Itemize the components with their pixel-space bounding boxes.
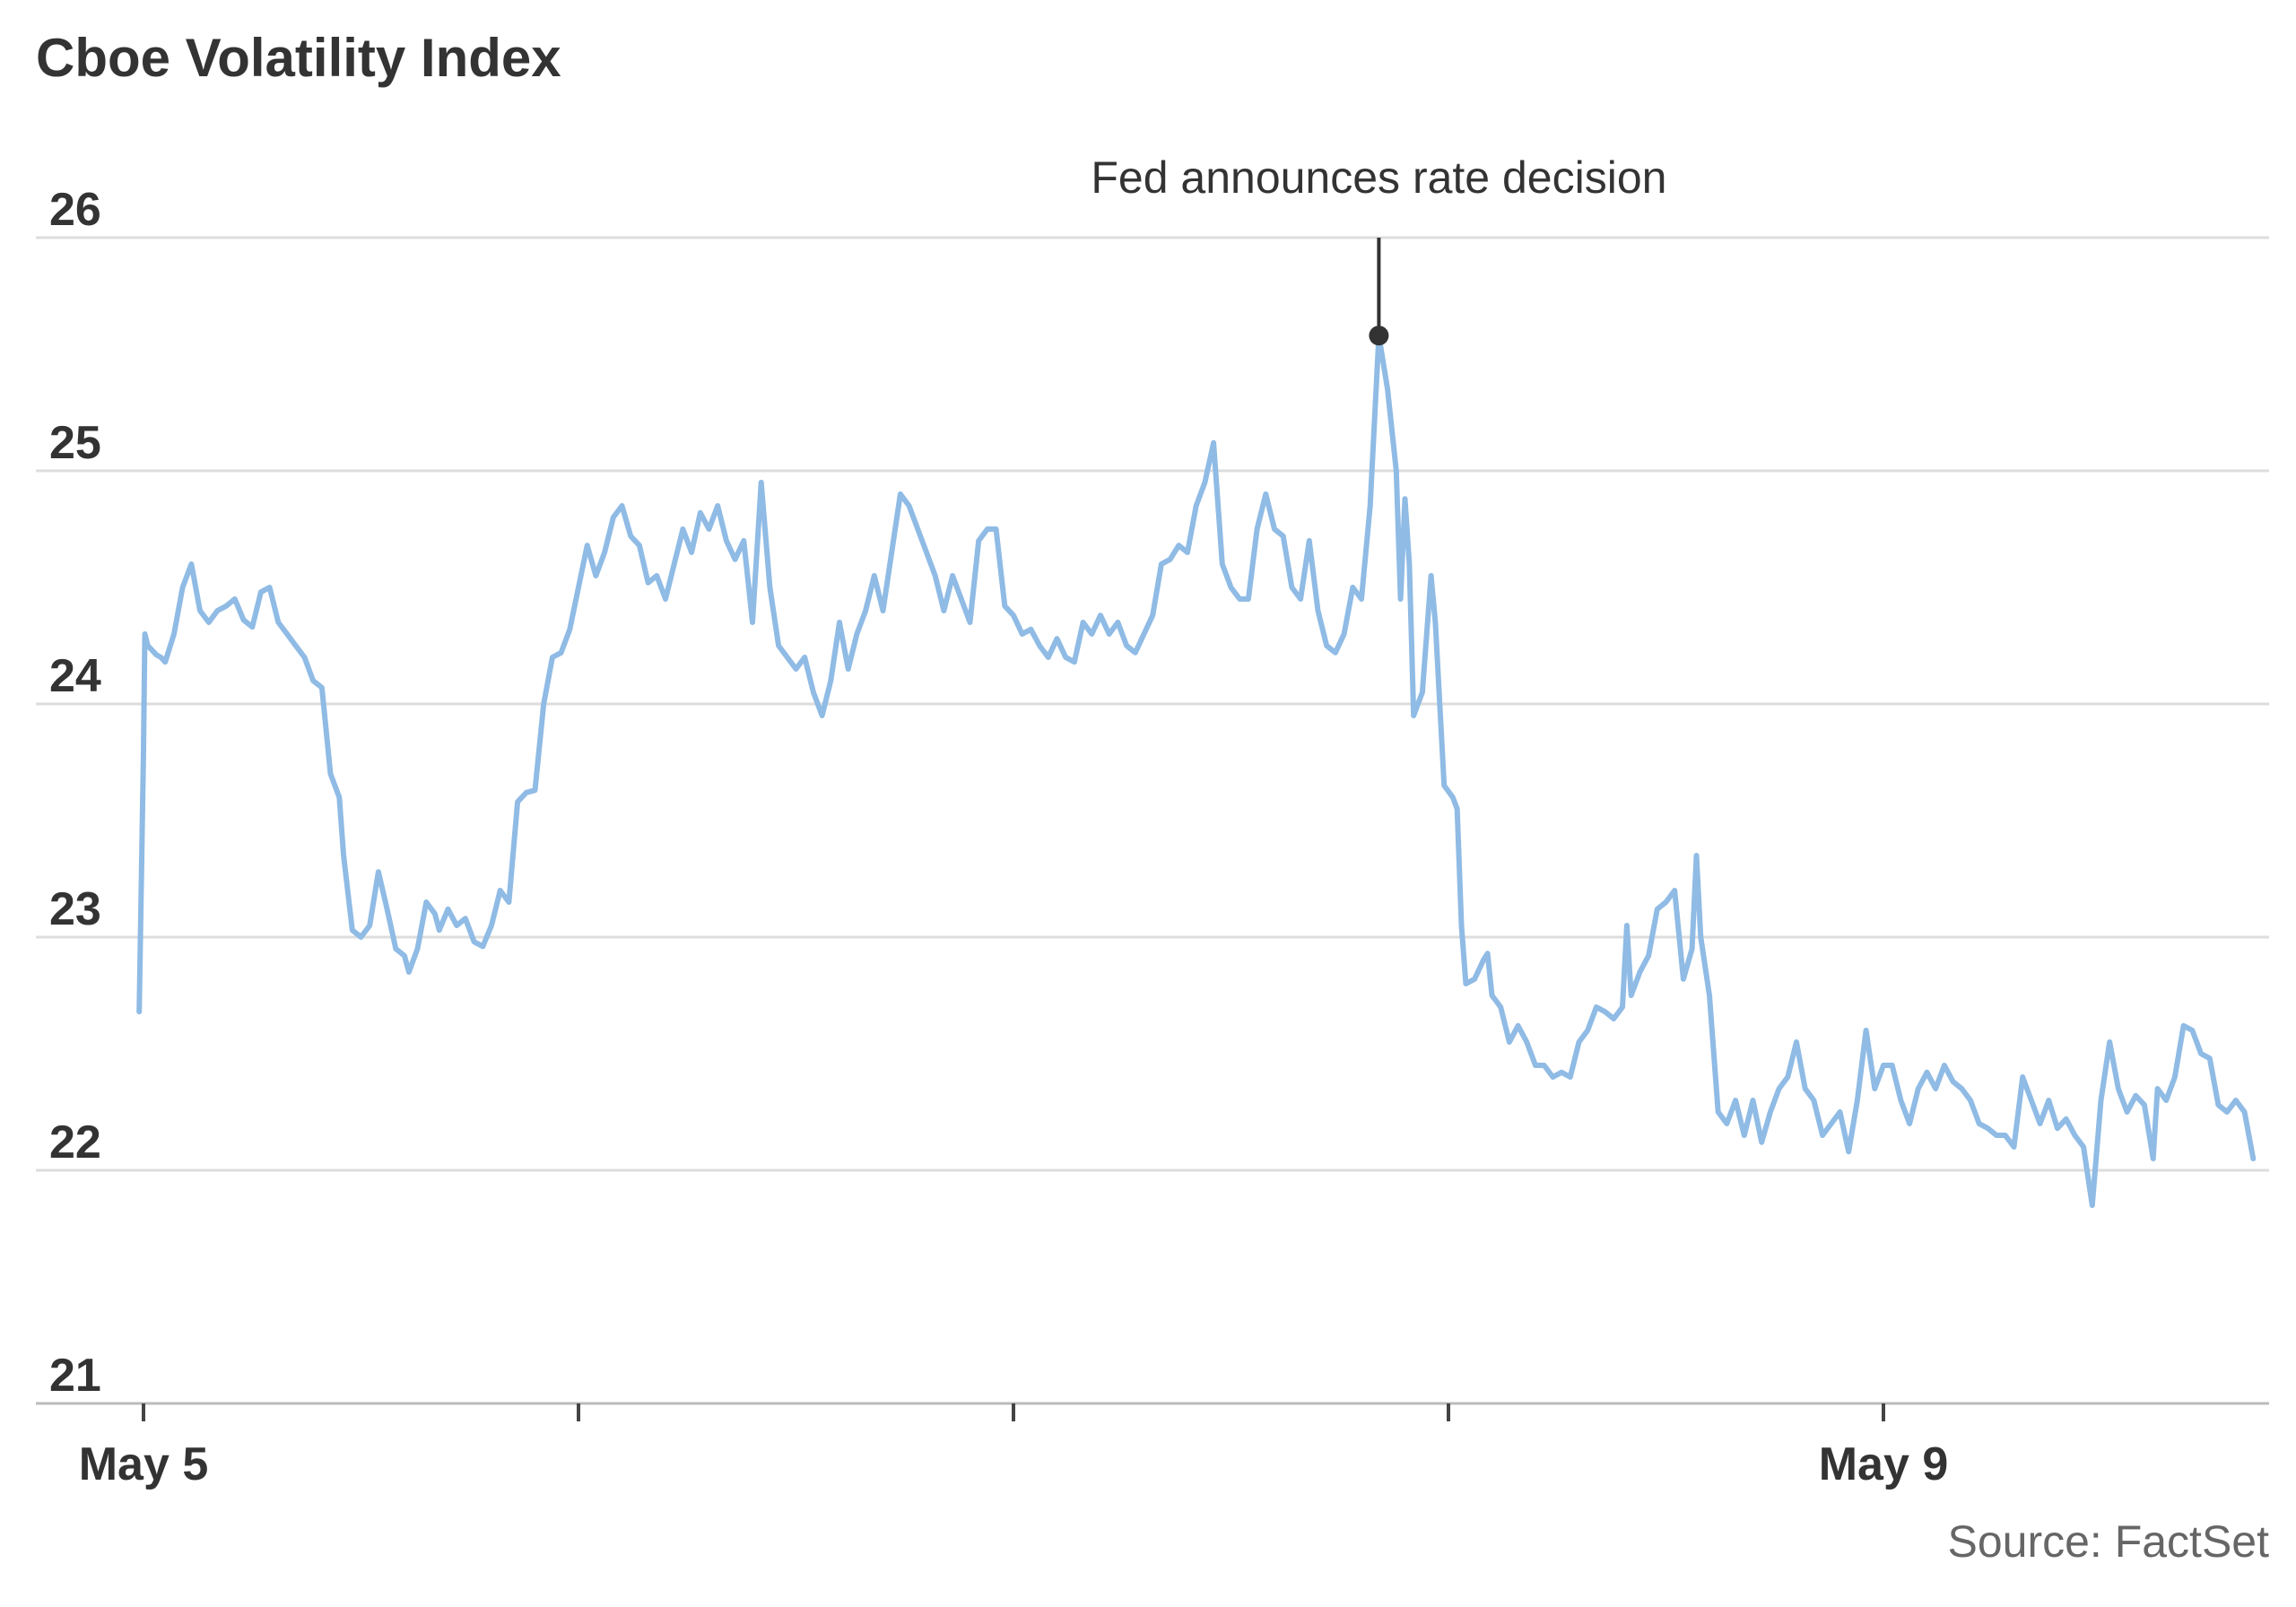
y-tick-label-21: 21 <box>49 1350 101 1402</box>
source-note: Source: FactSet <box>1947 1516 2270 1567</box>
series-layer <box>136 333 2257 1208</box>
chart-title: Cboe Volatility Index <box>36 28 561 88</box>
y-tick-label-25: 25 <box>49 417 101 469</box>
annotation-layer: Fed announces rate decision <box>1091 152 1666 346</box>
annotation-label-0: Fed announces rate decision <box>1091 152 1666 203</box>
x-tick-label-0: May 5 <box>79 1438 209 1490</box>
y-tick-label-23: 23 <box>49 883 101 935</box>
annotation-marker-0 <box>1369 326 1389 346</box>
gridlines <box>36 236 2269 1172</box>
x-tick-label-4: May 9 <box>1819 1438 1949 1490</box>
y-tick-label-26: 26 <box>49 184 101 236</box>
x-axis: May 5 May 9 <box>36 1402 2269 1490</box>
series-line-1 <box>136 333 2257 1208</box>
y-tick-label-24: 24 <box>49 650 101 702</box>
y-tick-label-22: 22 <box>49 1116 101 1168</box>
y-axis-tick-labels: 21 22 23 24 25 26 <box>49 184 101 1402</box>
